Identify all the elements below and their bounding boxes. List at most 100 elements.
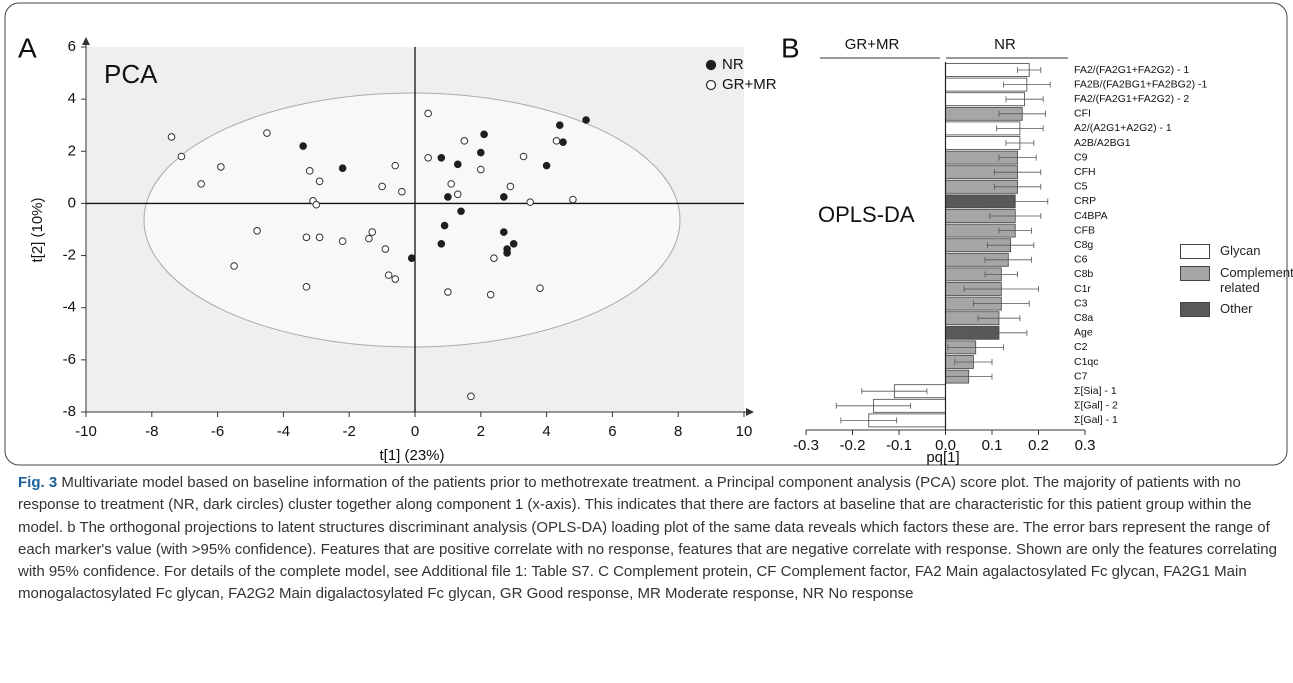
point	[381, 245, 390, 253]
point	[197, 180, 205, 188]
legend-swatch	[1180, 266, 1210, 281]
x-tick-label: 0	[411, 423, 419, 440]
x-tick-label: 0.2	[1028, 437, 1049, 454]
x-tick-label: 0.0	[935, 437, 956, 454]
legend-marker	[705, 59, 717, 71]
point	[391, 275, 400, 283]
error-bar	[963, 286, 1039, 292]
point	[509, 240, 518, 248]
annotation: OPLS-DA	[818, 202, 915, 227]
point	[407, 254, 416, 262]
error-bar	[1017, 67, 1042, 73]
category-label: C7	[1074, 370, 1088, 382]
point	[217, 163, 225, 171]
legend-entry: Other	[1180, 301, 1290, 317]
error-bar	[977, 315, 1021, 322]
point	[569, 195, 577, 204]
category-label: FA2/(FA2G1+FA2G2) - 1	[1074, 64, 1189, 76]
category-label: C9	[1074, 151, 1088, 163]
category-label: CFH	[1074, 166, 1096, 178]
y-tick-label: 4	[68, 90, 76, 107]
point	[177, 152, 186, 161]
legend-marker	[705, 79, 717, 91]
point	[365, 234, 373, 243]
error-bar	[947, 344, 1005, 351]
point	[552, 137, 561, 145]
category-label: CRP	[1074, 195, 1096, 207]
group-label: GR+MR	[845, 36, 900, 53]
category-label: CFI	[1074, 108, 1091, 120]
panel-label: B	[781, 32, 800, 63]
category-label: C2	[1074, 341, 1088, 353]
error-bar	[835, 402, 912, 409]
point	[536, 284, 544, 292]
error-bar	[986, 242, 1035, 249]
point	[444, 193, 452, 201]
category-label: C4BPA	[1074, 210, 1108, 222]
category-label: FA2B/(FA2BG1+FA2BG2) -1	[1074, 78, 1208, 90]
point	[467, 392, 475, 401]
point	[500, 228, 508, 236]
error-bar	[993, 183, 1042, 190]
point	[398, 187, 406, 196]
point	[460, 137, 469, 145]
chart: A PCA t[1] (23%) t[2] (10%) B OPLS-DA pq…	[4, 2, 1288, 466]
point	[230, 262, 238, 270]
category-label: Age	[1074, 327, 1093, 339]
y-tick-label: -6	[63, 351, 76, 368]
x-tick-label: -4	[277, 423, 290, 440]
point	[555, 121, 564, 130]
point	[253, 227, 261, 235]
legend-label: Complement related	[1220, 265, 1293, 295]
point	[338, 164, 347, 173]
point	[477, 165, 485, 174]
category-label: C6	[1074, 254, 1088, 266]
error-bar	[954, 359, 993, 365]
panel-label: A	[18, 32, 37, 63]
category-label: C1qc	[1074, 356, 1099, 368]
category-label: Σ[Gal] - 1	[1074, 414, 1118, 426]
x-tick-label: -0.1	[886, 437, 912, 454]
error-bar	[1005, 140, 1035, 146]
caption: Fig. 3 Multivariate model based on basel…	[18, 472, 1280, 606]
error-bar	[840, 417, 898, 424]
legend-entry: Glycan	[1180, 243, 1290, 259]
point	[440, 221, 449, 230]
point	[368, 228, 377, 236]
point	[477, 148, 485, 157]
error-bar	[970, 329, 1028, 336]
error-bar	[989, 213, 1042, 219]
error-bar	[984, 256, 1032, 263]
x-tick-label: -8	[145, 423, 158, 440]
point	[490, 254, 498, 262]
y-tick-label: 2	[68, 142, 76, 159]
point	[263, 129, 271, 137]
x-tick-label: 10	[736, 423, 753, 440]
category-label: Σ[Gal] - 2	[1074, 400, 1118, 412]
error-bar	[861, 388, 928, 395]
category-label: Σ[Sia] - 1	[1074, 385, 1117, 397]
point	[338, 237, 347, 246]
legend-swatch	[1180, 244, 1210, 259]
point	[453, 190, 462, 199]
point	[305, 167, 314, 175]
point	[457, 207, 465, 216]
point	[384, 271, 393, 279]
point	[503, 249, 511, 257]
error-bar	[996, 125, 1044, 132]
x-tick-label: 0.1	[982, 437, 1003, 454]
point	[302, 283, 311, 291]
point	[424, 154, 432, 162]
category-label: A2B/A2BG1	[1074, 137, 1131, 149]
legend: Glycan Complement related Other	[1180, 243, 1293, 323]
point	[302, 233, 311, 242]
category-label: C1r	[1074, 283, 1091, 295]
legend-label: GR+MR	[722, 76, 777, 93]
legend-label: NR	[722, 56, 744, 73]
error-bar	[1003, 81, 1051, 88]
y-tick-label: -4	[63, 299, 76, 316]
y-tick-label: -8	[63, 403, 76, 420]
legend-swatch	[1180, 302, 1210, 317]
error-bar	[993, 169, 1042, 176]
